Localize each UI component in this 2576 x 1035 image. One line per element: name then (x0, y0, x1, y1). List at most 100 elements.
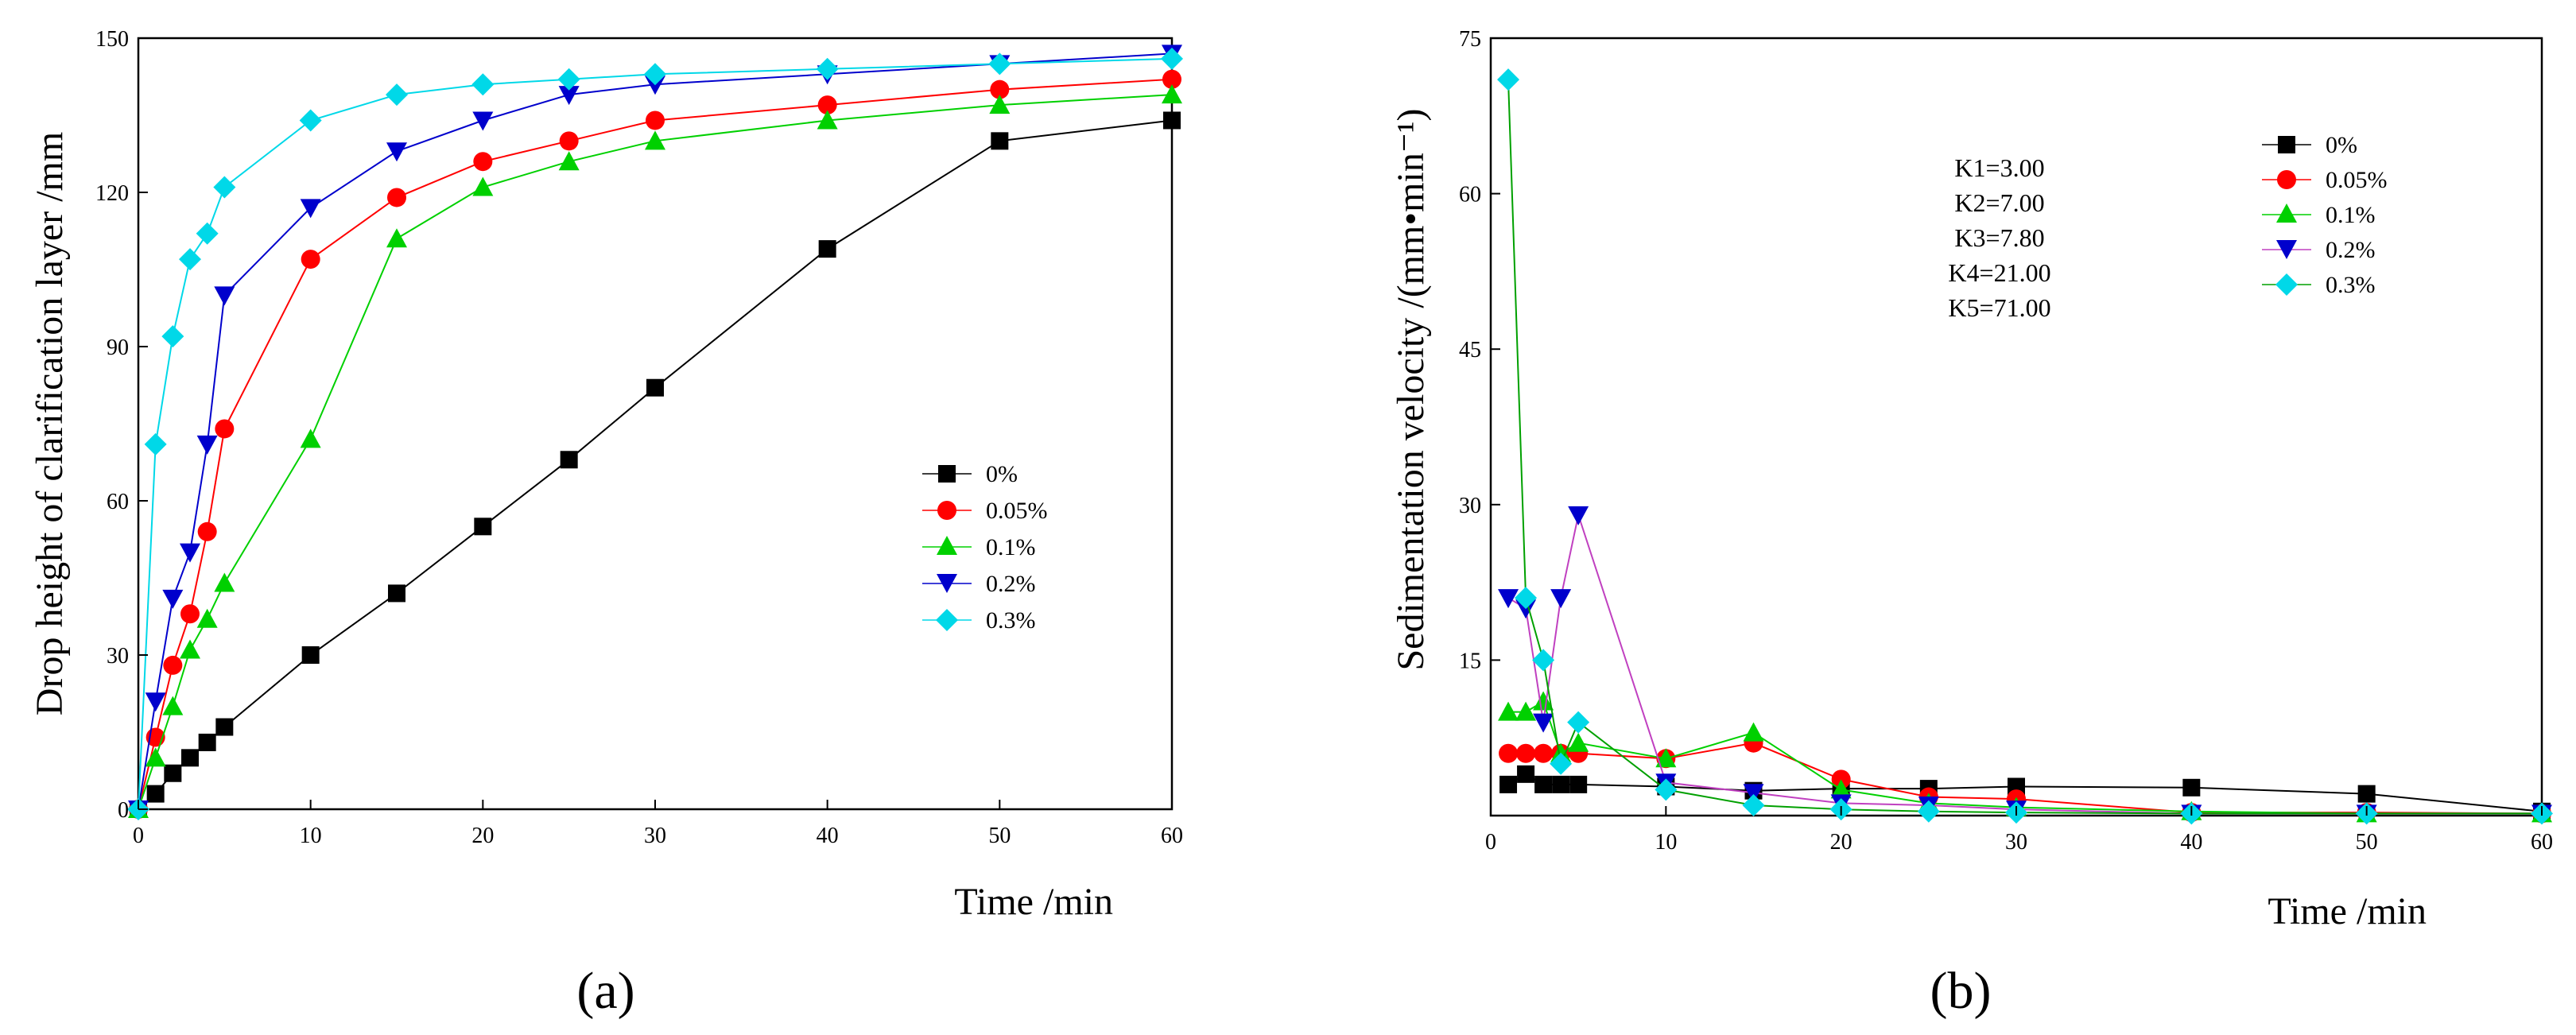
chart-a-series-4-point-1 (144, 432, 167, 455)
chart-a-series-0-point-5 (215, 718, 234, 736)
chart-a-x-tick-label-1: 10 (300, 824, 322, 848)
chart-a-series-line-3 (138, 52, 1173, 810)
chart-b-series-2-point-2 (1533, 691, 1554, 711)
chart-a-x-axis-title: Time /min (954, 881, 1113, 923)
legend-marker-triangle-up-icon (2276, 204, 2297, 223)
chart-a-series-2-point-12 (989, 95, 1011, 114)
chart-b-x-tick-label-3: 30 (2005, 830, 2027, 855)
chart-b-legend-label-3: 0.2% (2326, 237, 2376, 263)
chart-a-series-3-point-2 (162, 589, 184, 609)
chart-b-annotations: K1=3.00 K2=7.00 K3=7.80 K4=21.00 K5=71.0… (1948, 153, 2050, 322)
chart-b-annotation-0: K1=3.00 (1954, 153, 2044, 182)
chart-a-series-2-point-4 (196, 608, 218, 628)
chart-a-series-layer (127, 45, 1183, 820)
chart-a-series-0-point-10 (646, 378, 664, 397)
chart-b-x-tick-label-6: 60 (2531, 830, 2553, 855)
chart-a-series-3-point-5 (214, 286, 235, 306)
legend-marker-triangle-up-icon (937, 536, 957, 555)
chart-a-series-line-4 (138, 57, 1173, 810)
chart-a-legend-entry-4: 0.3% (922, 607, 1036, 634)
chart-a-series-0-point-8 (474, 518, 492, 536)
chart-a-series-4-point-13 (1161, 47, 1183, 70)
legend-marker-diamond-icon (936, 609, 958, 631)
chart-b-series-1-point-1 (1516, 743, 1536, 763)
chart-b-legend-label-2: 0.1% (2326, 202, 2376, 228)
chart-a-x-tick-label-3: 30 (644, 824, 666, 848)
chart-a-series-4-point-7 (386, 83, 408, 107)
chart-a-y-tick-label-4: 120 (95, 181, 129, 206)
chart-b-y-tick-label-4: 75 (1459, 27, 1481, 52)
chart-a-x-tick-label-2: 20 (471, 824, 494, 848)
chart-b-y-tick-label-2: 45 (1459, 338, 1481, 362)
chart-b-legend-label-0: 0% (2326, 132, 2357, 158)
chart-b-panel-label: (b) (1930, 962, 1992, 1020)
chart-b-x-tick-label-2: 20 (1830, 830, 1852, 855)
chart-a-series-1-point-4 (197, 521, 217, 541)
chart-b-x-tick-label-0: 0 (1485, 830, 1496, 855)
chart-a-series-1-point-11 (817, 95, 837, 115)
chart-b-series-3-point-0 (1498, 589, 1519, 609)
chart-b-series-2-point-0 (1498, 701, 1519, 721)
chart-b-series-4-point-4 (1567, 711, 1590, 734)
chart-a-series-4-point-3 (179, 248, 201, 271)
chart-a-legend-label-3: 0.2% (986, 571, 1036, 597)
chart-b-series-1-point-0 (1499, 743, 1519, 763)
chart-a-series-1-point-10 (646, 110, 665, 130)
chart-a-series-line-1 (138, 78, 1173, 810)
chart-b-y-tick-label-0: 15 (1459, 649, 1481, 673)
chart-b-legend-label-4: 0.3% (2326, 272, 2376, 298)
chart-b-series-4-point-1 (1515, 587, 1538, 610)
chart-a-series-0-point-1 (146, 785, 165, 803)
chart-b-x-tick-label-5: 50 (2356, 830, 2378, 855)
chart-a-series-4-point-5 (213, 176, 236, 199)
chart-a-y-tick-label-2: 60 (107, 490, 129, 514)
chart-a-series-0-point-7 (388, 584, 405, 603)
legend-marker-circle-icon (2277, 170, 2296, 189)
chart-a: 0 10 20 30 40 50 60 0 30 60 90 120 150 0% 0.05% 0.1% (29, 27, 1183, 1020)
chart-a-series-1-point-3 (180, 604, 200, 624)
chart-a-series-1-point-9 (559, 131, 579, 151)
chart-b-series-line-3 (1507, 511, 2542, 815)
chart-a-series-4-point-12 (988, 52, 1011, 76)
chart-a-series-2-point-5 (214, 572, 235, 592)
chart-a-y-tick-label-1: 30 (107, 644, 129, 669)
chart-a-series-4-point-8 (471, 73, 495, 96)
chart-b-series-2-point-3 (1550, 742, 1572, 762)
chart-a-plot-frame (137, 37, 1174, 811)
chart-a-series-2-point-3 (180, 639, 200, 659)
chart-a-legend-entry-3: 0.2% (922, 571, 1036, 597)
chart-a-panel-label: (a) (576, 962, 634, 1020)
chart-a-legend-label-1: 0.05% (986, 498, 1048, 524)
legend-marker-triangle-down-icon (2276, 240, 2297, 259)
chart-a-series-0-point-11 (818, 240, 836, 258)
chart-a-series-0-point-13 (1163, 111, 1181, 130)
legend-marker-diamond-icon (2275, 273, 2298, 296)
legend-marker-triangle-down-icon (937, 574, 957, 593)
chart-a-series-1-point-7 (387, 188, 406, 207)
chart-b-series-2-point-1 (1515, 701, 1537, 721)
chart-b-series-3-point-4 (1568, 506, 1589, 525)
chart-a-series-4-point-4 (196, 222, 219, 245)
chart-a-series-0-point-2 (164, 764, 182, 782)
chart-a-y-tick-label-5: 150 (95, 27, 129, 52)
chart-b-legend-entry-1: 0.05% (2262, 167, 2388, 193)
chart-a-series-0-point-3 (181, 749, 199, 767)
legend-marker-circle-icon (937, 501, 956, 520)
chart-b-legend-entry-0: 0% (2262, 132, 2357, 158)
chart-a-series-1-point-5 (215, 419, 235, 439)
chart-a-series-3-point-8 (472, 111, 494, 131)
chart-b-series-2-point-5 (1655, 748, 1677, 768)
chart-b: 0 10 20 30 40 50 60 15 30 45 60 75 K1=3.00 K2=7.00 … (1390, 27, 2553, 1020)
chart-a-series-3-point-7 (386, 142, 407, 162)
chart-b-annotation-2: K3=7.80 (1954, 223, 2044, 252)
chart-b-x-tick-label-1: 10 (1655, 830, 1677, 855)
chart-a-x-tick-label-0: 0 (133, 824, 144, 848)
chart-b-series-0-point-2 (1534, 775, 1553, 793)
chart-a-series-1-point-8 (473, 152, 493, 172)
legend-marker-square-icon (2278, 136, 2295, 153)
chart-b-annotation-4: K5=71.00 (1948, 293, 2050, 322)
chart-a-series-2-point-2 (162, 696, 184, 715)
chart-a-series-2-point-13 (1162, 84, 1182, 104)
chart-b-x-axis-title: Time /min (2268, 890, 2427, 932)
chart-a-series-2-point-10 (645, 130, 665, 150)
